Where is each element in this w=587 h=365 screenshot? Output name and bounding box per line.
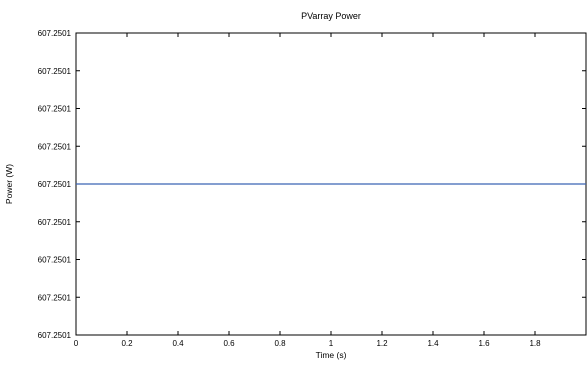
x-tick-label: 1.8 bbox=[529, 339, 541, 348]
y-axis-label: Power (W) bbox=[4, 164, 14, 204]
y-tick-label: 607.2501 bbox=[38, 256, 72, 265]
x-tick-label: 1.4 bbox=[427, 339, 439, 348]
x-tick-label: 1.2 bbox=[376, 339, 388, 348]
x-tick-label: 0.6 bbox=[223, 339, 235, 348]
y-tick-label: 607.2501 bbox=[38, 180, 72, 189]
y-tick-label: 607.2501 bbox=[38, 29, 72, 38]
y-tick-label: 607.2501 bbox=[38, 142, 72, 151]
x-tick-label: 0.8 bbox=[274, 339, 286, 348]
y-tick-label: 607.2501 bbox=[38, 331, 72, 340]
x-tick-label: 1 bbox=[329, 339, 334, 348]
y-tick-label: 607.2501 bbox=[38, 67, 72, 76]
x-tick-label: 1.6 bbox=[478, 339, 490, 348]
x-axis: 0 0.2 0.4 0.6 0.8 1 1.2 1.4 1.6 1.8 bbox=[74, 33, 541, 348]
x-axis-label: Time (s) bbox=[316, 350, 347, 360]
y-tick-label: 607.2501 bbox=[38, 218, 72, 227]
x-tick-label: 0.4 bbox=[172, 339, 184, 348]
x-tick-label: 0 bbox=[74, 339, 79, 348]
chart-title: PVarray Power bbox=[301, 11, 361, 21]
y-tick-label: 607.2501 bbox=[38, 293, 72, 302]
x-tick-label: 0.2 bbox=[121, 339, 133, 348]
y-tick-label: 607.2501 bbox=[38, 105, 72, 114]
